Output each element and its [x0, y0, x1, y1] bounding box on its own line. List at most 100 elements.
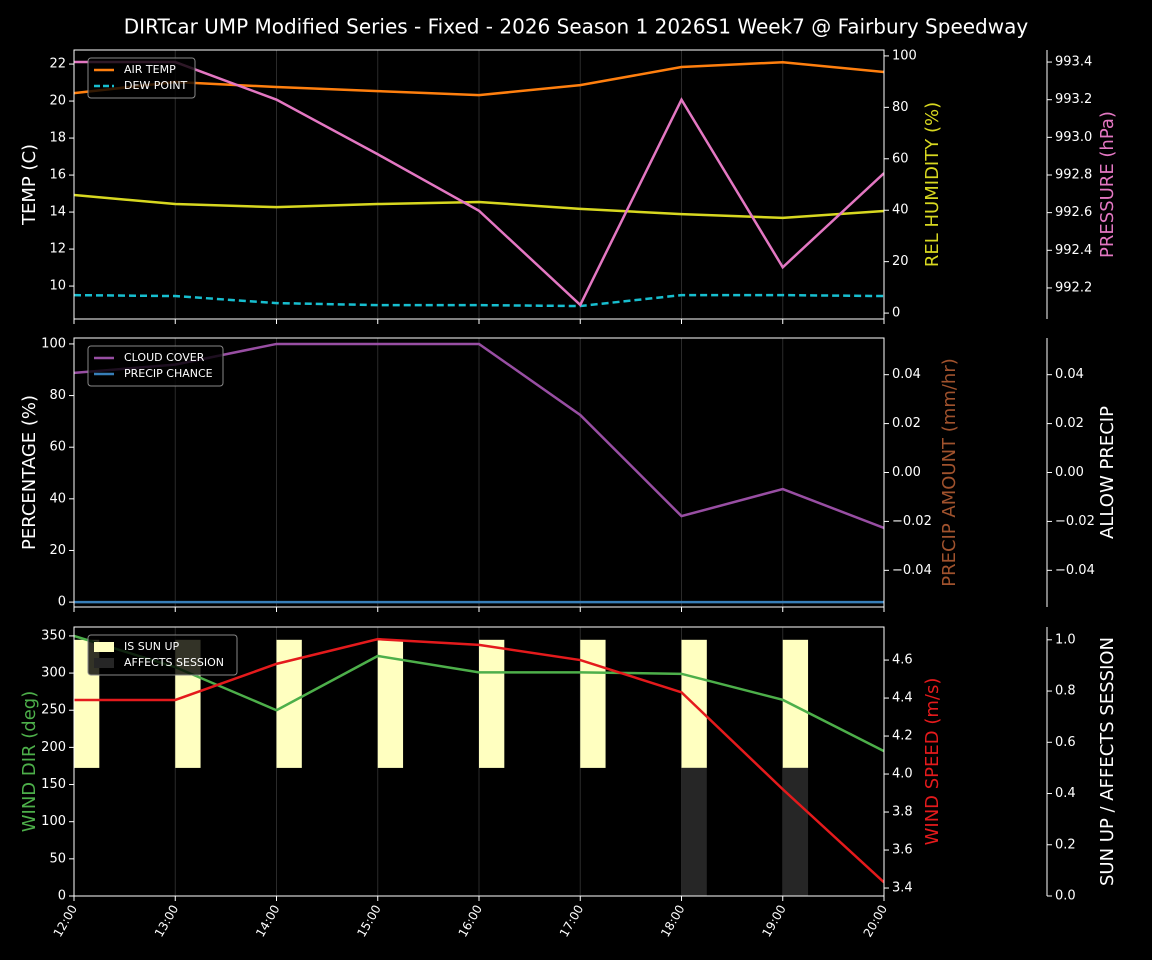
y-axis-label: PERCENTAGE (%): [19, 395, 40, 550]
legend-label: CLOUD COVER: [124, 351, 205, 364]
line-series: [74, 193, 884, 220]
y3-tick-label: 0.04: [1055, 367, 1084, 382]
y3-tick-label: 992.8: [1055, 167, 1092, 182]
y3-axis-label: PRESSURE (hPa): [1097, 111, 1118, 258]
y3-tick-label: 992.2: [1055, 280, 1092, 295]
line-series: [74, 634, 884, 753]
bar: [782, 639, 809, 768]
y-tick-label: 18: [49, 131, 66, 146]
y-tick-label: 300: [41, 666, 66, 681]
y2-tick-label: −0.04: [892, 563, 932, 578]
x-tick-label: 18:00: [658, 903, 687, 940]
y2-axis-label: WIND SPEED (m/s): [922, 678, 943, 846]
y-tick-label: 10: [49, 279, 66, 294]
x-tick-label: 13:00: [152, 903, 181, 940]
y2-tick-label: 0.00: [892, 465, 921, 480]
y2-tick-label: 0: [892, 306, 900, 321]
x-tick-label: 14:00: [253, 903, 282, 940]
bar: [681, 767, 707, 896]
y2-axis-label: REL HUMIDITY (%): [922, 102, 943, 267]
y3-tick-label: 0.6: [1055, 735, 1076, 750]
y2-tick-label: 4.2: [892, 729, 913, 744]
y3-tick-label: 0.02: [1055, 416, 1084, 431]
y-tick-label: 20: [49, 543, 66, 558]
legend-label: DEW POINT: [124, 79, 188, 92]
legend-box: [87, 345, 224, 387]
y-tick-label: 0: [58, 889, 66, 904]
y2-tick-label: 4.0: [892, 767, 913, 782]
y3-tick-label: 993.4: [1055, 55, 1092, 70]
bar: [377, 639, 404, 768]
y-tick-label: 0: [58, 595, 66, 610]
y3-tick-label: 0.8: [1055, 684, 1076, 699]
y2-axis-label: PRECIP AMOUNT (mm/hr): [939, 358, 960, 587]
y2-tick-label: 3.6: [892, 843, 913, 858]
y2-tick-label: 100: [892, 48, 917, 63]
y3-tick-label: 0.0: [1055, 889, 1076, 904]
y-tick-label: 150: [41, 777, 66, 792]
y-axis-label: WIND DIR (deg): [19, 691, 40, 833]
line-series: [74, 60, 884, 97]
y2-tick-label: 0.04: [892, 367, 921, 382]
y-tick-label: 350: [41, 628, 66, 643]
legend-label: PRECIP CHANCE: [124, 367, 213, 380]
y2-tick-label: 3.4: [892, 881, 913, 896]
y3-tick-label: 992.4: [1055, 243, 1092, 258]
y2-tick-label: 4.4: [892, 691, 913, 706]
line-series: [74, 60, 884, 307]
plot-frame: [73, 626, 885, 897]
x-tick-label: 15:00: [354, 903, 383, 940]
y3-tick-label: 992.6: [1055, 205, 1092, 220]
x-tick-label: 12:00: [51, 903, 80, 940]
x-tick-label: 17:00: [557, 903, 586, 940]
y2-tick-label: 4.6: [892, 653, 913, 668]
legend-label: AFFECTS SESSION: [124, 656, 224, 669]
y3-axis-label: SUN UP / AFFECTS SESSION: [1097, 637, 1118, 886]
y-tick-label: 100: [41, 336, 66, 351]
legend-swatch: [94, 642, 114, 652]
y-tick-label: 12: [49, 242, 66, 257]
y-tick-label: 60: [49, 440, 66, 455]
bar: [580, 639, 606, 768]
y-tick-label: 20: [49, 94, 66, 109]
bar: [782, 767, 809, 896]
y3-tick-label: 1.0: [1055, 632, 1076, 647]
y-tick-label: 100: [41, 814, 66, 829]
y3-tick-label: 993.2: [1055, 92, 1092, 107]
y-tick-label: 14: [49, 205, 66, 220]
line-series: [74, 637, 884, 884]
y2-tick-label: 60: [892, 151, 909, 166]
y3-tick-label: 993.0: [1055, 130, 1092, 145]
x-tick-label: 16:00: [456, 903, 485, 940]
y3-tick-label: 0.2: [1055, 837, 1076, 852]
y-tick-label: 16: [49, 168, 66, 183]
bar: [479, 639, 505, 768]
y2-tick-label: 3.8: [892, 805, 913, 820]
chart-title: DIRTcar UMP Modified Series - Fixed - 20…: [124, 15, 1029, 39]
line-series: [74, 293, 884, 308]
y-tick-label: 200: [41, 740, 66, 755]
plot-frame: [73, 49, 885, 320]
legend-swatch: [94, 658, 114, 668]
y3-axis-label: ALLOW PRECIP: [1097, 406, 1118, 539]
y3-tick-label: −0.04: [1055, 563, 1095, 578]
legend-box: [87, 634, 238, 676]
x-tick-label: 20:00: [861, 903, 890, 940]
y-tick-label: 22: [49, 57, 66, 72]
y2-tick-label: −0.02: [892, 514, 932, 529]
y2-tick-label: 0.02: [892, 416, 921, 431]
y3-tick-label: −0.02: [1055, 514, 1095, 529]
y-tick-label: 80: [49, 388, 66, 403]
y2-tick-label: 80: [892, 100, 909, 115]
legend-label: AIR TEMP: [124, 63, 176, 76]
y-axis-label: TEMP (C): [19, 144, 40, 226]
y3-tick-label: 0.00: [1055, 465, 1084, 480]
y2-tick-label: 20: [892, 254, 909, 269]
y2-tick-label: 40: [892, 203, 909, 218]
y-tick-label: 250: [41, 703, 66, 718]
y-tick-label: 40: [49, 491, 66, 506]
legend-label: IS SUN UP: [124, 640, 180, 653]
x-tick-label: 19:00: [759, 903, 788, 940]
y3-tick-label: 0.4: [1055, 786, 1076, 801]
